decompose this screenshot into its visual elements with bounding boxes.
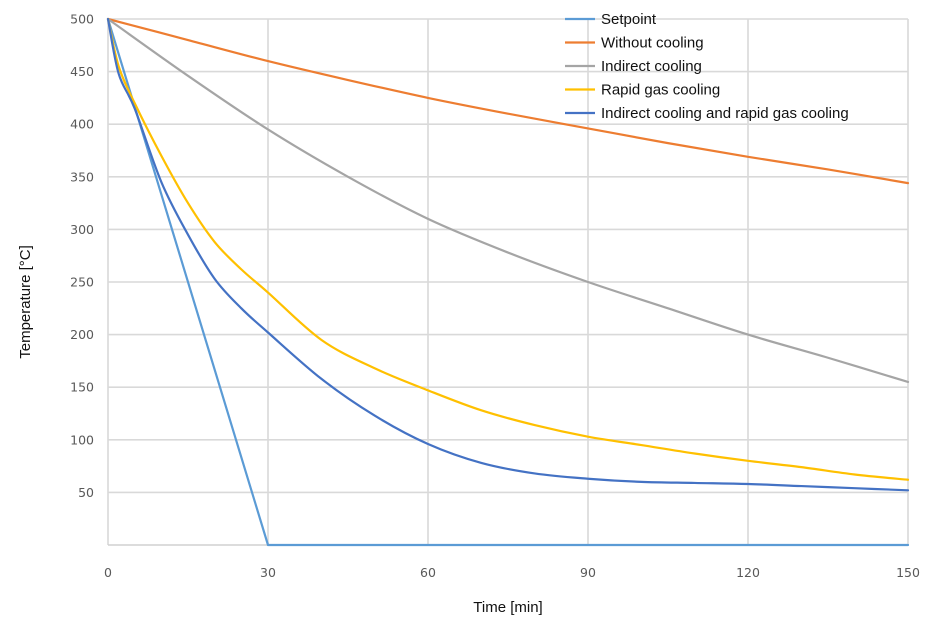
series-line-rapid-gas-cooling bbox=[106, 17, 910, 481]
x-tick-label-120: 120 bbox=[736, 565, 760, 580]
y-tick-label-400: 400 bbox=[70, 117, 94, 132]
legend: Setpoint Without cooling Indirect cooling R… bbox=[565, 11, 849, 122]
y-axis-title: Temperature [°C] bbox=[17, 245, 34, 359]
y-tick-label-100: 100 bbox=[70, 432, 94, 447]
tick-labels: 0 30 60 90 120 150 50 100 150 200 250 300 350 400 450 5… bbox=[70, 12, 920, 581]
legend-label-indirect-cooling-and-rapid-gas-cooling: Indirect cooling and rapid gas cooling bbox=[601, 105, 849, 122]
legend-label-rapid-gas-cooling: Rapid gas cooling bbox=[601, 82, 720, 99]
y-tick-label-450: 450 bbox=[70, 64, 94, 79]
x-tick-label-150: 150 bbox=[896, 565, 920, 580]
legend-label-without-cooling: Without cooling bbox=[601, 35, 704, 52]
series-lines bbox=[106, 17, 910, 547]
y-tick-label-300: 300 bbox=[70, 222, 94, 237]
y-tick-label-500: 500 bbox=[70, 12, 94, 27]
series-line-setpoint bbox=[106, 17, 910, 547]
y-tick-label-150: 150 bbox=[70, 380, 94, 395]
y-tick-label-350: 350 bbox=[70, 169, 94, 184]
x-axis-title: Time [min] bbox=[473, 599, 542, 616]
y-tick-label-50: 50 bbox=[78, 485, 94, 500]
series-line-without-cooling bbox=[106, 17, 910, 185]
x-tick-label-90: 90 bbox=[580, 565, 596, 580]
y-tick-label-200: 200 bbox=[70, 327, 94, 342]
x-tick-label-60: 60 bbox=[420, 565, 436, 580]
series-line-indirect-cooling bbox=[106, 17, 910, 384]
legend-label-indirect-cooling: Indirect cooling bbox=[601, 58, 702, 75]
x-tick-label-30: 30 bbox=[260, 565, 276, 580]
series-line-indirect-cooling-and-rapid-gas-cooling bbox=[106, 17, 910, 492]
x-tick-label-0: 0 bbox=[104, 565, 112, 580]
y-tick-label-250: 250 bbox=[70, 275, 94, 290]
legend-label-setpoint: Setpoint bbox=[601, 11, 657, 28]
